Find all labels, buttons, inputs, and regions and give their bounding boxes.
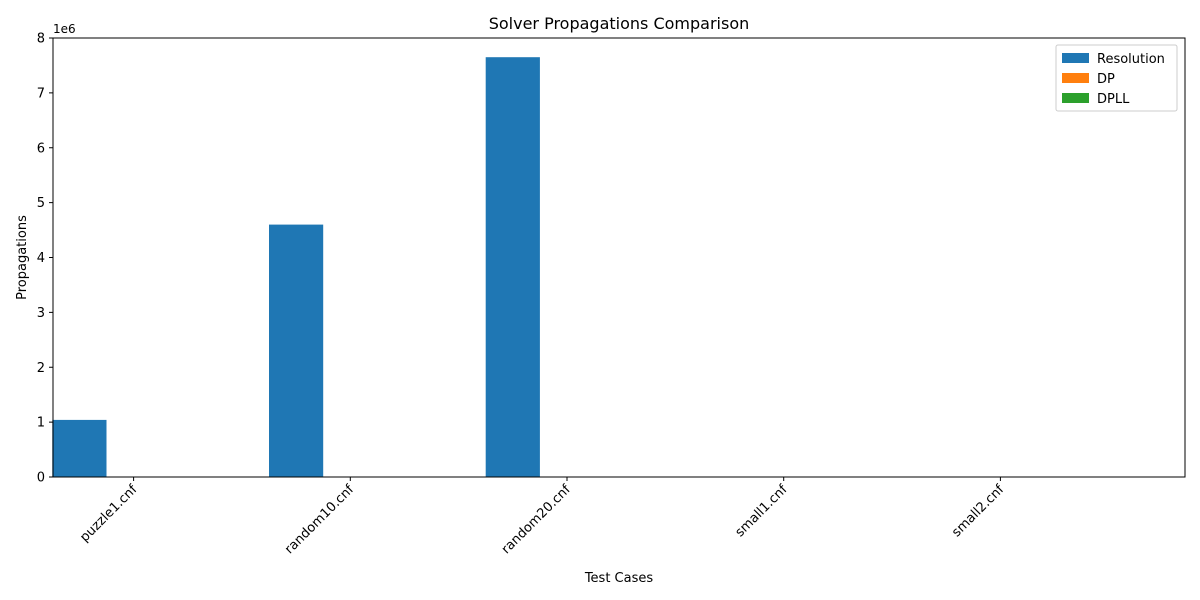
chart-title: Solver Propagations Comparison	[489, 14, 750, 33]
legend-label-resolution: Resolution	[1097, 52, 1165, 67]
x-tick-label: puzzle1.cnf	[77, 482, 140, 545]
legend-swatch-resolution	[1062, 53, 1089, 63]
y-axis-label: Propagations	[15, 215, 30, 300]
x-tick-label: small2.cnf	[949, 482, 1007, 540]
y-ticks: 0 1 2 3 4 5 6 7 8	[37, 32, 53, 486]
y-tick-label: 7	[37, 86, 45, 101]
y-tick-label: 4	[37, 251, 45, 266]
y-tick-label: 5	[37, 196, 45, 211]
bars	[52, 57, 540, 477]
x-axis-label: Test Cases	[584, 571, 654, 586]
y-tick-label: 1	[37, 416, 45, 431]
legend: Resolution DP DPLL	[1055, 44, 1178, 112]
y-tick-label: 2	[37, 361, 45, 376]
axes-frame	[52, 37, 1186, 478]
x-tick-label: small1.cnf	[733, 482, 791, 540]
bar-resolution-3	[485, 57, 540, 477]
y-offset-label: 1e6	[53, 22, 76, 36]
x-tick-label: random10.cnf	[282, 482, 357, 557]
legend-label-dpll: DPLL	[1097, 92, 1130, 107]
legend-label-dp: DP	[1097, 72, 1115, 87]
x-tick-label: random20.cnf	[499, 482, 574, 557]
y-tick-label: 3	[37, 306, 45, 321]
y-tick-label: 0	[37, 471, 45, 486]
bar-resolution-2	[269, 224, 324, 477]
bar-resolution-1	[52, 419, 107, 477]
legend-swatch-dp	[1062, 73, 1089, 83]
y-tick-label: 8	[37, 32, 45, 47]
x-ticks: puzzle1.cnf random10.cnf random20.cnf small…	[77, 477, 1008, 557]
y-tick-label: 6	[37, 141, 45, 156]
legend-swatch-dpll	[1062, 93, 1089, 103]
